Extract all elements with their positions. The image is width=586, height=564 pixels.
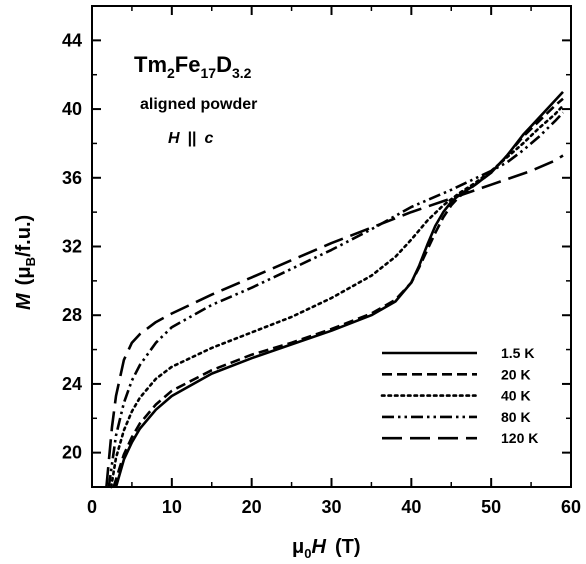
y-axis-label-sub: B — [23, 257, 38, 266]
y-tick-label: 32 — [62, 237, 82, 257]
axis-ticks — [91, 5, 572, 488]
x-tick-label: 50 — [481, 497, 501, 517]
y-tick-label: 44 — [62, 30, 82, 50]
formula-fe-sub: 17 — [200, 65, 216, 81]
y-axis-label-open: (μ — [13, 266, 35, 285]
sample-subtitle: aligned powder — [140, 96, 257, 113]
tick-labels: 0 10 20 30 40 50 60 20 24 28 32 36 40 44 — [62, 30, 581, 517]
formula-d-sub: 3.2 — [232, 65, 252, 81]
field-note-c: c — [205, 130, 214, 147]
series-line-120-k — [105, 154, 564, 488]
formula-tm: Tm — [134, 52, 167, 77]
sample-formula: Tm2Fe17D3.2 — [134, 52, 252, 81]
y-tick-label: 40 — [62, 99, 82, 119]
series-line-40-k — [109, 104, 565, 489]
x-axis-label-sub: 0 — [304, 546, 311, 561]
y-tick-label: 36 — [62, 168, 82, 188]
legend-label: 20 K — [501, 366, 531, 382]
formula-d: D — [216, 52, 232, 77]
x-tick-label: 30 — [321, 497, 341, 517]
y-axis-label: M (μB/f.u.) — [13, 215, 38, 310]
y-tick-label: 20 — [62, 443, 82, 463]
legend-label: 120 K — [501, 430, 538, 446]
x-tick-label: 10 — [162, 497, 182, 517]
data-curves — [105, 91, 565, 489]
formula-fe: Fe — [175, 52, 201, 77]
x-tick-label: 20 — [242, 497, 262, 517]
x-axis-label-unit: (T) — [335, 536, 361, 558]
legend-label: 1.5 K — [501, 345, 534, 361]
legend-label: 80 K — [501, 409, 531, 425]
y-axis-label-unit: /f.u.) — [13, 215, 35, 257]
field-note-parallel: || — [188, 130, 197, 147]
x-tick-label: 40 — [401, 497, 421, 517]
y-tick-label: 24 — [62, 374, 82, 394]
field-orientation-note: H || c — [168, 130, 214, 147]
series-line-1-5-k — [114, 91, 564, 488]
x-tick-label: 0 — [87, 497, 97, 517]
series-line-20-k — [112, 97, 564, 488]
field-note-h: H — [168, 130, 180, 147]
y-tick-label: 28 — [62, 305, 82, 325]
plot-frame — [91, 5, 572, 488]
legend: 1.5 K 20 K 40 K 80 K 120 K — [380, 345, 538, 446]
y-axis-label-m: M — [13, 292, 35, 310]
x-axis-label-mu: μ — [292, 536, 304, 558]
legend-label: 40 K — [501, 388, 531, 404]
x-tick-label: 60 — [561, 497, 581, 517]
series-line-80-k — [107, 111, 564, 488]
formula-tm-sub: 2 — [167, 65, 175, 81]
x-axis-label-h: H — [311, 536, 326, 558]
x-axis-label: μ0H (T) — [292, 536, 360, 561]
